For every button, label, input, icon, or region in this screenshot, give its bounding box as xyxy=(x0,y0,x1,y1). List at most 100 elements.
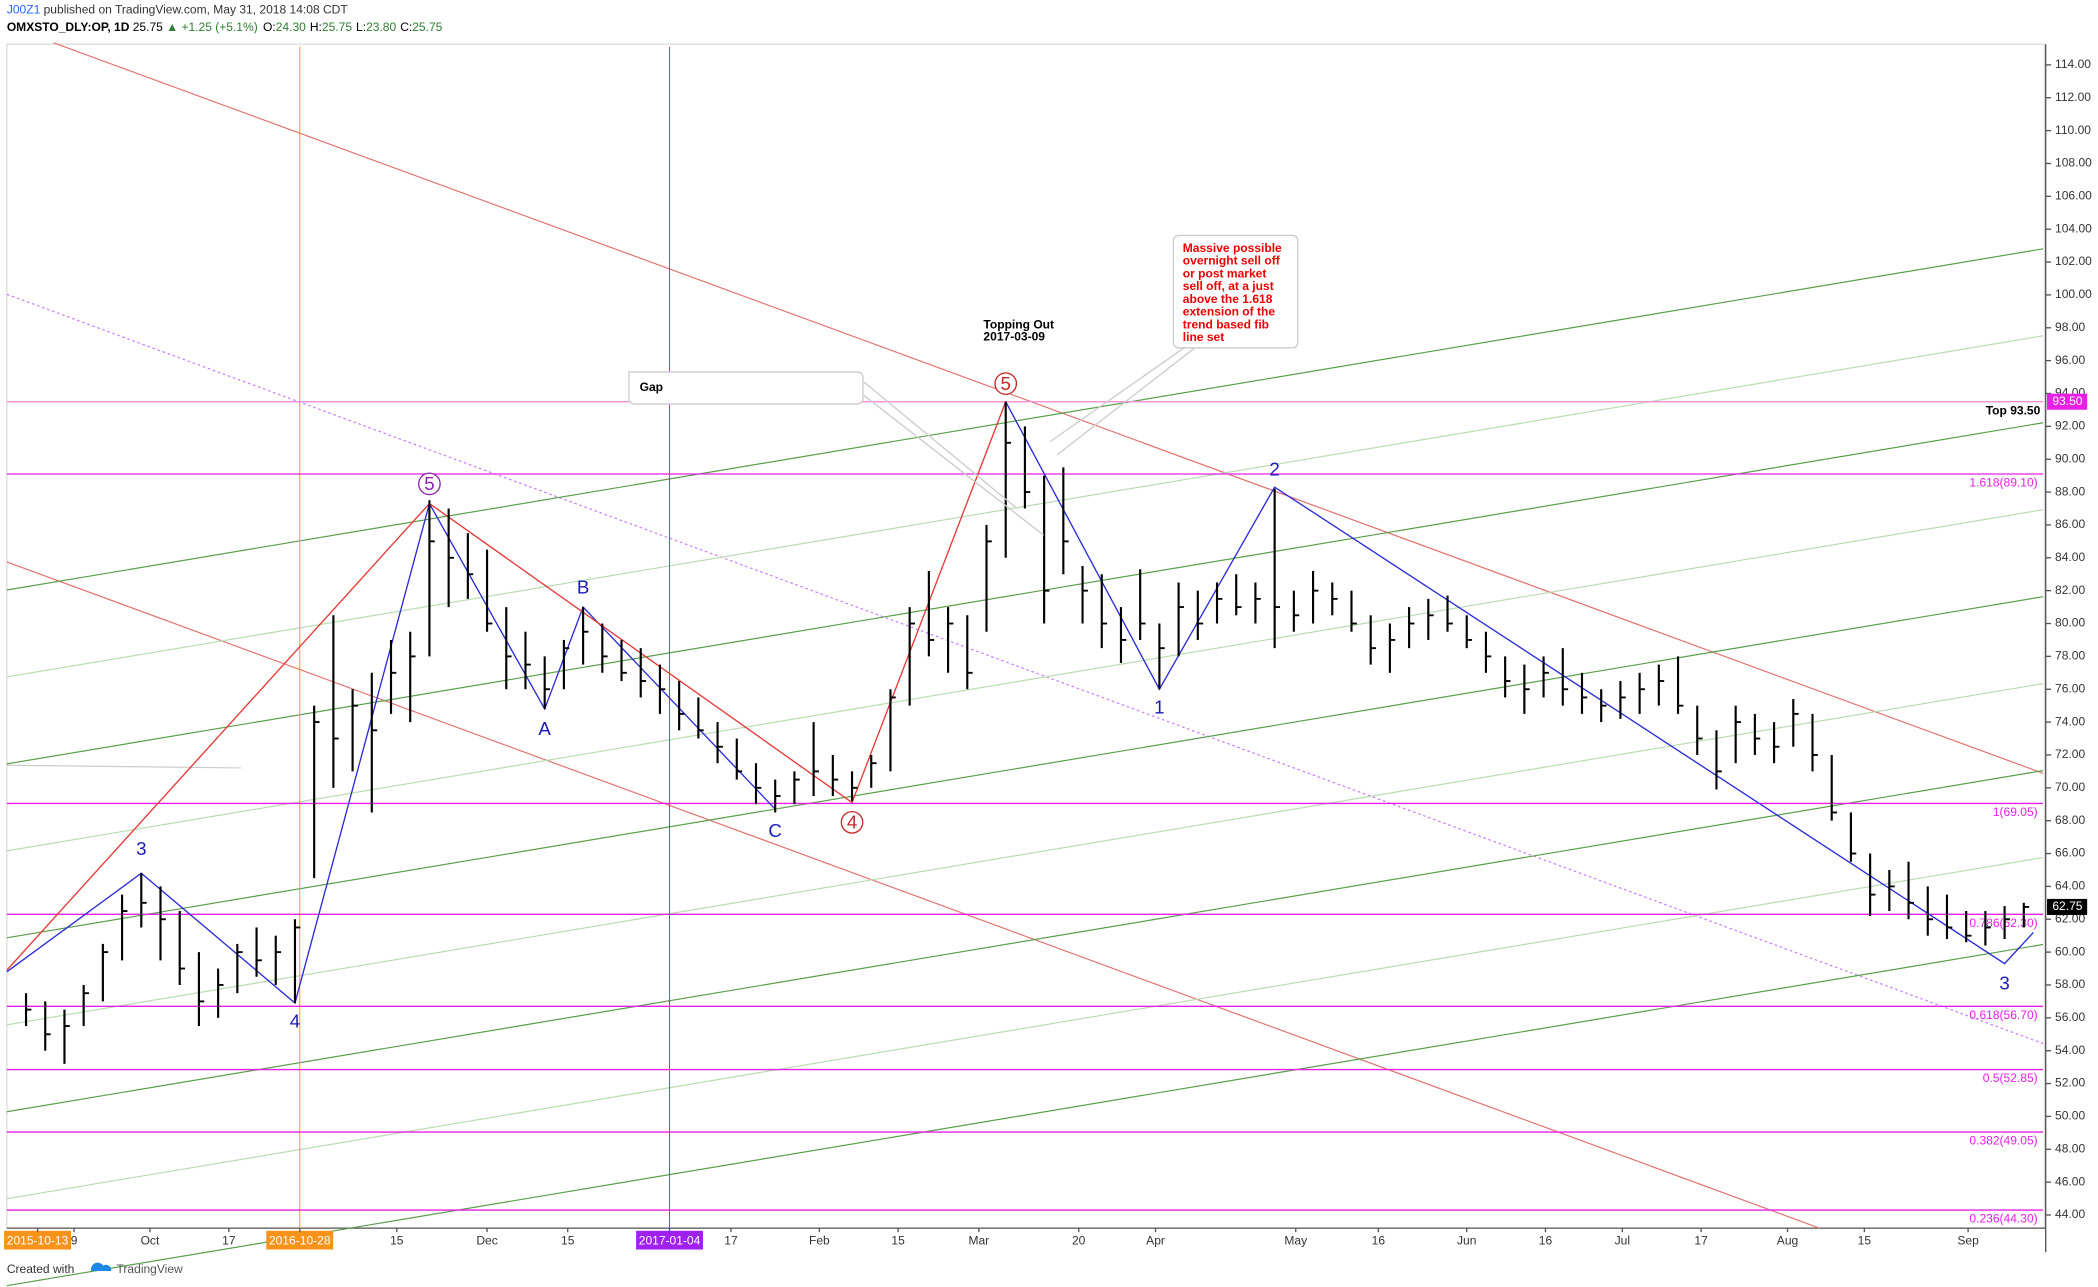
y-tick-label: 88.00 xyxy=(2055,484,2085,498)
change: ▲ +1.25 (+5.1%) xyxy=(166,20,258,34)
x-tick-label: 15 xyxy=(891,1234,905,1248)
y-tick-label: 50.00 xyxy=(2055,1109,2085,1123)
header-line: J00Z1 published on TradingView.com, May … xyxy=(7,3,349,17)
wave-label: 5 xyxy=(1000,373,1010,394)
wave-line xyxy=(6,503,431,1005)
massive-note: line set xyxy=(1183,330,1224,344)
massive-note: or post market xyxy=(1183,266,1267,280)
x-tick-label: Mar xyxy=(968,1234,989,1248)
channel-line xyxy=(6,248,2044,591)
y-tick-label: 82.00 xyxy=(2055,583,2085,597)
y-tick-label: 58.00 xyxy=(2055,977,2085,991)
ohlc-value: 23.80 xyxy=(366,20,396,34)
x-tick-label: 17 xyxy=(724,1234,738,1248)
callout-pointer xyxy=(862,394,1045,536)
x-tick-label: Apr xyxy=(1146,1234,1165,1248)
y-tick-label: 76.00 xyxy=(2055,681,2085,695)
channel-line xyxy=(6,596,2044,939)
y-tick-label: 48.00 xyxy=(2055,1141,2085,1155)
top-tag-label: 93.50 xyxy=(2052,394,2082,408)
x-tick-label: 17 xyxy=(222,1234,236,1248)
plot: 1.618(89.10)1(69.05)0.786(62.30)0.618(56… xyxy=(6,46,2044,1229)
symbol-line: OMXSTO_DLY:OP, 1D 25.75 ▲ +1.25 (+5.1%) O… xyxy=(7,20,443,34)
y-tick-label: 66.00 xyxy=(2055,846,2085,860)
x-tick-highlight xyxy=(266,1230,334,1250)
x-tick-label: 15 xyxy=(1858,1234,1872,1248)
last-price-tag-label: 62.75 xyxy=(2052,899,2082,913)
fib-label: 0.236(44.30) xyxy=(1969,1212,2037,1226)
channel-line xyxy=(6,422,2044,765)
ohlc-label: L: xyxy=(356,20,366,34)
x-tick-label: Jun xyxy=(1457,1234,1476,1248)
wave-label: 4 xyxy=(290,1010,300,1031)
x-tick-label: 2017-01-04 xyxy=(639,1234,701,1248)
last: 25.75 xyxy=(133,20,163,34)
y-tick-label: 104.00 xyxy=(2055,221,2092,235)
fib-label: 0.618(56.70) xyxy=(1969,1008,2037,1022)
y-tick-label: 70.00 xyxy=(2055,780,2085,794)
callout-box xyxy=(628,371,864,405)
fib-label: 1.618(89.10) xyxy=(1969,476,2037,490)
y-tick-label: 68.00 xyxy=(2055,813,2085,827)
channel xyxy=(6,248,2044,1287)
y-tick-label: 52.00 xyxy=(2055,1076,2085,1090)
massive-note: above the 1.618 xyxy=(1183,292,1273,306)
callout-pointer xyxy=(1049,347,1185,443)
x-tick-label: 16 xyxy=(1372,1234,1386,1248)
x-tick-label: 2016-10-28 xyxy=(269,1234,331,1248)
x-tick-label: 15 xyxy=(390,1234,404,1248)
x-tick-label: 15 xyxy=(561,1234,575,1248)
x-tick-label: 20 xyxy=(1072,1234,1086,1248)
y-tick-label: 92.00 xyxy=(2055,419,2085,433)
author: J00Z1 xyxy=(7,3,41,17)
y-tick-label: 80.00 xyxy=(2055,616,2085,630)
ohlc-label: C: xyxy=(400,20,412,34)
massive-note: trend based fib xyxy=(1183,317,1269,331)
y-tick-label: 96.00 xyxy=(2055,353,2085,367)
y-tick-label: 112.00 xyxy=(2055,90,2091,104)
x-tick-highlight xyxy=(636,1230,703,1250)
wave-label: 3 xyxy=(1999,973,2009,994)
wave-label: 2 xyxy=(1269,458,1279,479)
channel-line xyxy=(6,683,2044,1026)
massive-note: overnight sell off xyxy=(1183,254,1281,268)
x-tick-label: Jul xyxy=(1615,1234,1630,1248)
logo xyxy=(90,1262,112,1271)
x-tick-label: Aug xyxy=(1777,1234,1798,1248)
top-label: Top 93.50 xyxy=(1986,403,2041,417)
ohlc-label: O: xyxy=(263,20,276,34)
gap-callout: Gap xyxy=(628,371,1045,536)
channel-line xyxy=(6,770,2044,1113)
x-tick-label: Oct xyxy=(141,1234,160,1248)
ohlc-value: 25.75 xyxy=(412,20,442,34)
wave-line xyxy=(1005,401,2034,965)
ohlc-value: 24.30 xyxy=(276,20,306,34)
x-tick-label: 17 xyxy=(1694,1234,1708,1248)
gap-note: Gap xyxy=(640,380,663,394)
y-tick-label: 78.00 xyxy=(2055,649,2085,663)
ohlc-value: 25.75 xyxy=(322,20,352,34)
x-tick-label: Dec xyxy=(476,1234,497,1248)
y-tick-label: 108.00 xyxy=(2055,156,2092,170)
wave-label: C xyxy=(768,820,782,841)
red-trendline xyxy=(53,42,2044,774)
y-tick-label: 84.00 xyxy=(2055,550,2085,564)
wave-label: A xyxy=(538,718,551,739)
massive-note: extension of the xyxy=(1183,305,1276,319)
topping-date: 2017-03-09 xyxy=(983,329,1045,343)
wave-label: 4 xyxy=(847,812,857,833)
callout-pointer xyxy=(862,380,1018,509)
top-tag xyxy=(2047,393,2088,410)
x-tick-label: May xyxy=(1284,1234,1307,1248)
x-tick-label: Feb xyxy=(809,1234,830,1248)
channel-line xyxy=(6,509,2044,852)
x-tick-label: 16 xyxy=(1539,1234,1553,1248)
x-tick-label: Sep xyxy=(1957,1234,1979,1248)
y-tick-label: 102.00 xyxy=(2055,254,2092,268)
wave-circle xyxy=(840,810,864,834)
wave-circle xyxy=(418,472,441,496)
fib-label: 0.5(52.85) xyxy=(1983,1071,2038,1085)
wave-label: 1 xyxy=(1154,697,1164,718)
